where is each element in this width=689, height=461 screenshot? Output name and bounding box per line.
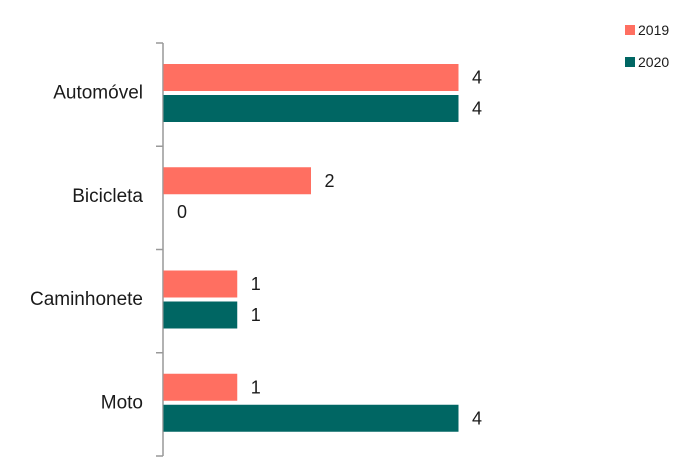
legend-label-2020: 2020 — [638, 54, 669, 70]
value-label-moto-2019: 1 — [251, 377, 261, 397]
value-label-bicicleta-2019: 2 — [325, 171, 335, 191]
bar-caminhonete-2019 — [163, 270, 238, 298]
value-label-caminhonete-2019: 1 — [251, 274, 261, 294]
legend-swatch-2020 — [625, 57, 635, 67]
value-label-moto-2020: 4 — [472, 408, 482, 428]
legend-label-2019: 2019 — [638, 22, 669, 38]
value-label-automovel-2019: 4 — [472, 68, 482, 88]
category-axis — [156, 42, 164, 457]
value-label-caminhonete-2020: 1 — [251, 305, 261, 325]
legend: 2019 2020 — [625, 22, 669, 70]
bar-moto-2020 — [163, 404, 459, 432]
value-label-automovel-2020: 4 — [472, 99, 482, 119]
bar-automovel-2020 — [163, 95, 459, 122]
bar-automovel-2019 — [163, 64, 459, 91]
bar-bicicleta-2019 — [163, 167, 311, 195]
value-label-bicicleta-2020: 0 — [177, 202, 187, 222]
category-label-moto: Moto — [101, 392, 143, 413]
bar-moto-2019 — [163, 373, 238, 401]
category-label-bicicleta: Bicicleta — [72, 186, 143, 207]
legend-swatch-2019 — [625, 25, 635, 35]
bars — [163, 64, 459, 432]
category-label-caminhonete: Caminhonete — [30, 289, 143, 310]
labels: Automóvel 4 4 Bicicleta 2 0 Caminhonete 1 1 Moto 1… — [30, 68, 482, 429]
bar-caminhonete-2020 — [163, 301, 238, 329]
category-label-automovel: Automóvel — [53, 83, 143, 104]
